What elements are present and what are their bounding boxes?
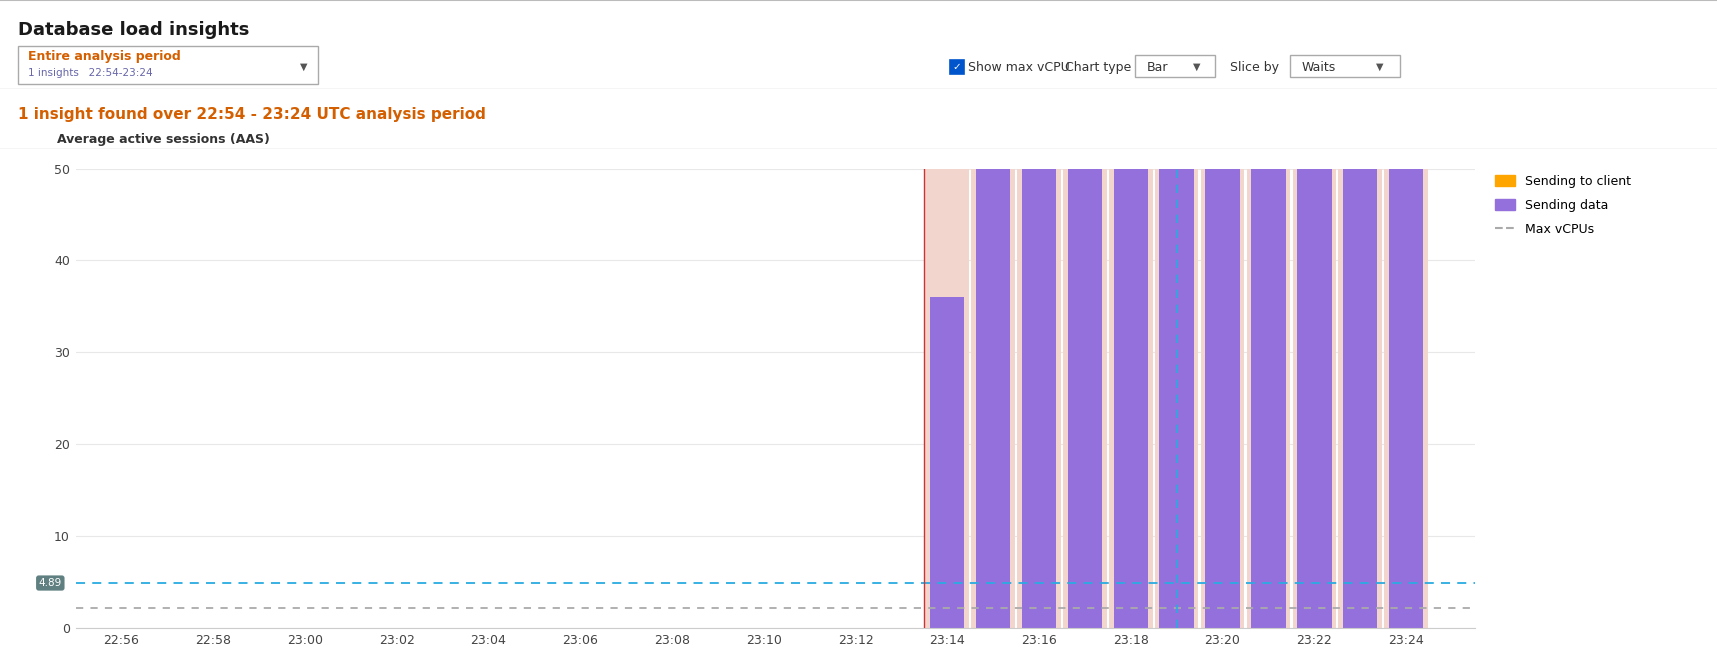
Text: Bar: Bar xyxy=(1147,61,1169,73)
Text: Slice by: Slice by xyxy=(1229,61,1279,73)
Text: Average active sessions (AAS): Average active sessions (AAS) xyxy=(57,133,270,145)
Bar xyxy=(1156,169,1198,628)
Bar xyxy=(925,169,968,628)
Bar xyxy=(1068,169,1102,628)
Text: 1 insight found over 22:54 - 23:24 UTC analysis period: 1 insight found over 22:54 - 23:24 UTC a… xyxy=(17,106,486,122)
Text: Waits: Waits xyxy=(1301,61,1336,73)
Bar xyxy=(1200,169,1245,628)
Bar xyxy=(972,169,1015,628)
Bar xyxy=(931,297,965,628)
Text: Show max vCPU: Show max vCPU xyxy=(968,61,1070,73)
Bar xyxy=(1159,166,1193,169)
Bar xyxy=(1109,169,1152,628)
Bar xyxy=(1159,169,1193,628)
Bar xyxy=(1296,169,1331,628)
Bar xyxy=(1016,169,1061,628)
Bar xyxy=(1389,166,1423,169)
Text: Database load insights: Database load insights xyxy=(17,21,249,39)
Text: Entire analysis period: Entire analysis period xyxy=(27,50,180,63)
Bar xyxy=(1296,166,1331,169)
Bar xyxy=(1343,166,1377,169)
Bar xyxy=(1384,169,1429,628)
Bar xyxy=(1389,169,1423,628)
Bar xyxy=(975,166,1010,169)
Text: ▼: ▼ xyxy=(1193,62,1200,72)
Bar xyxy=(1063,169,1107,628)
Text: 4.89: 4.89 xyxy=(39,578,62,588)
Bar xyxy=(950,60,963,74)
Bar xyxy=(1135,55,1216,77)
Bar xyxy=(1339,169,1382,628)
Legend: Sending to client, Sending data, Max vCPUs: Sending to client, Sending data, Max vCP… xyxy=(1496,175,1631,236)
Bar xyxy=(1293,169,1336,628)
Bar xyxy=(1068,166,1102,169)
Bar xyxy=(1022,169,1056,628)
Bar xyxy=(1114,166,1149,169)
Text: ▼: ▼ xyxy=(1375,62,1384,72)
Bar xyxy=(1289,55,1399,77)
Bar xyxy=(1205,166,1240,169)
Bar xyxy=(1252,169,1286,628)
Bar xyxy=(1343,169,1377,628)
Text: ✓: ✓ xyxy=(951,61,962,71)
Bar xyxy=(975,169,1010,628)
Bar xyxy=(1114,169,1149,628)
Text: Chart type: Chart type xyxy=(1065,61,1132,73)
Bar xyxy=(17,46,318,84)
Bar xyxy=(1022,166,1056,169)
Bar xyxy=(1205,169,1240,628)
Text: ▼: ▼ xyxy=(300,62,307,72)
Text: 1 insights   22:54-23:24: 1 insights 22:54-23:24 xyxy=(27,68,153,78)
Bar xyxy=(1247,169,1289,628)
